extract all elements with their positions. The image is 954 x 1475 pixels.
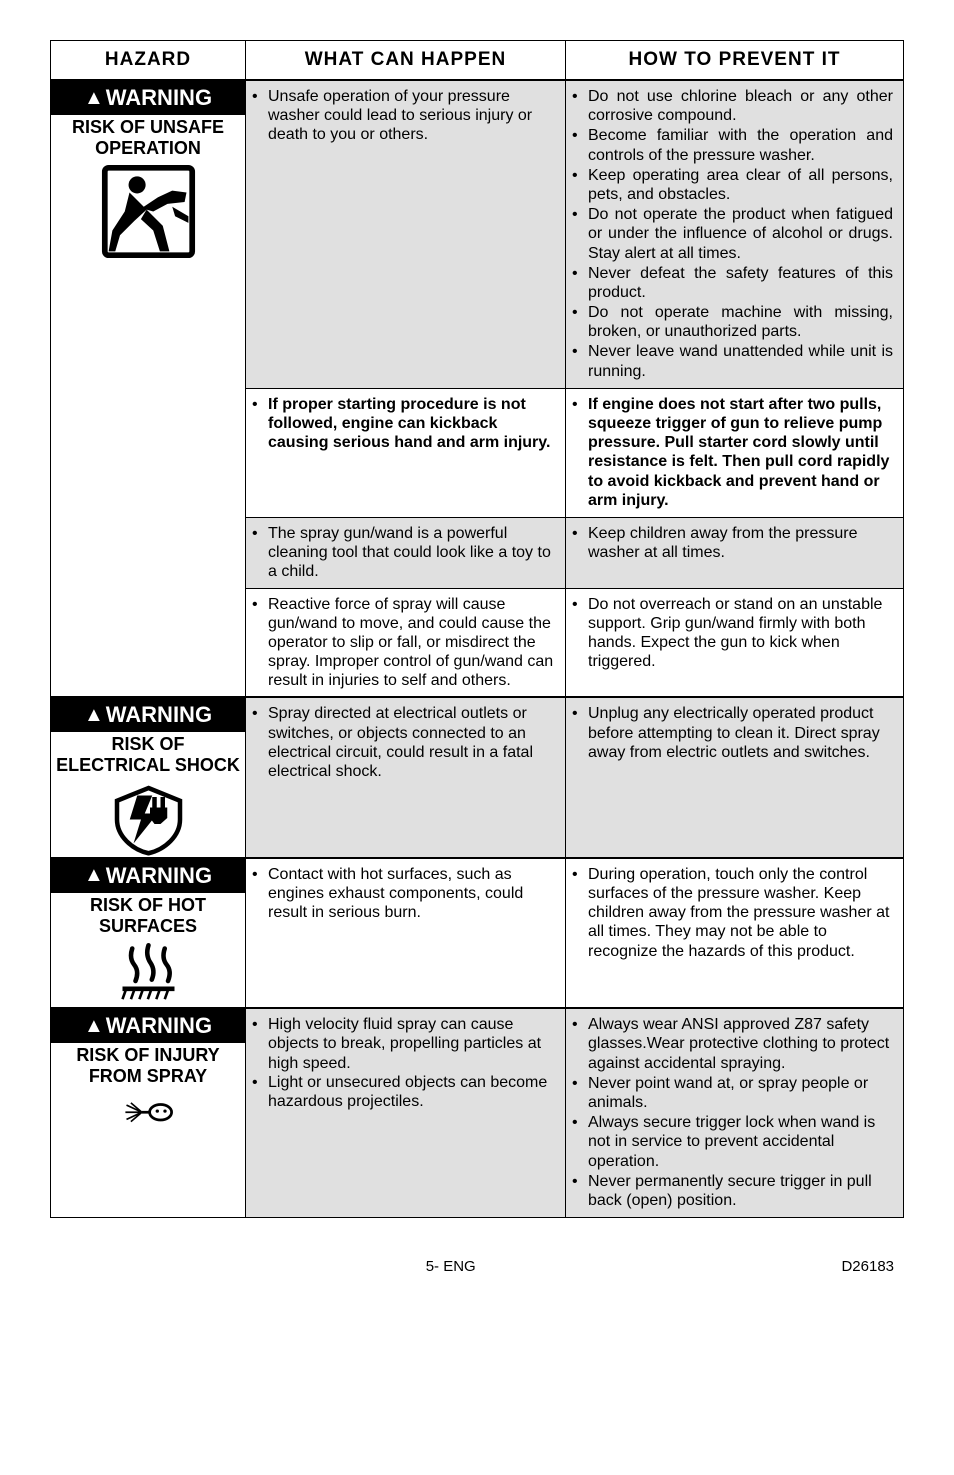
- header-hazard: HAZARD: [51, 41, 246, 79]
- unsafe-operation-icon: [101, 164, 196, 259]
- happen-cell: • The spray gun/wand is a powerful clean…: [246, 518, 566, 588]
- hazard-cell: ▲WARNING RISK OF ELECTRICAL SHOCK: [51, 698, 246, 856]
- bullet-icon: •: [252, 704, 268, 850]
- row-injury-spray: ▲WARNING RISK OF INJURY FROM SPRAY •High…: [51, 1009, 903, 1217]
- happen-cell: • Unsafe operation of your pressure wash…: [246, 81, 566, 388]
- row-hot-surfaces: ▲WARNING RISK OF HOT SURFACES • Contact …: [51, 859, 903, 1009]
- happen-cell: •High velocity fluid spray can cause obj…: [246, 1009, 566, 1217]
- hazard-cell: ▲WARNING RISK OF HOT SURFACES: [51, 859, 246, 1007]
- bullet-icon: •: [252, 87, 268, 382]
- row-electrical-shock: ▲WARNING RISK OF ELECTRICAL SHOCK • Spra…: [51, 698, 903, 858]
- warning-badge: ▲WARNING: [51, 859, 245, 893]
- risk-label: RISK OF INJURY FROM SPRAY: [51, 1043, 245, 1092]
- prevent-cell: •Always wear ANSI approved Z87 safety gl…: [566, 1009, 903, 1217]
- bullet-icon: •: [252, 865, 268, 1001]
- sub-row: • Unsafe operation of your pressure wash…: [246, 81, 903, 389]
- spray-icon: [106, 1093, 191, 1148]
- prevent-cell: •During operation, touch only the contro…: [566, 859, 903, 1007]
- happen-cell: • Contact with hot surfaces, such as eng…: [246, 859, 566, 1007]
- risk-label: RISK OF UNSAFE OPERATION: [51, 115, 245, 164]
- prevent-cell: •Keep children away from the pressure wa…: [566, 518, 903, 588]
- prevent-cell: •Do not overreach or stand on an unstabl…: [566, 589, 903, 697]
- sub-row: • Reactive force of spray will cause gun…: [246, 589, 903, 697]
- page-footer: 5- ENG D26183: [50, 1258, 904, 1275]
- safety-table: HAZARD WHAT CAN HAPPEN HOW TO PREVENT IT…: [50, 40, 904, 1218]
- electrical-shock-icon: [111, 782, 186, 857]
- content-column: • Unsafe operation of your pressure wash…: [246, 81, 903, 696]
- warning-triangle-icon: ▲: [84, 704, 104, 727]
- document-code: D26183: [841, 1258, 894, 1275]
- hazard-cell: ▲WARNING RISK OF INJURY FROM SPRAY: [51, 1009, 246, 1217]
- prevent-cell: •Do not use chlorine bleach or any other…: [566, 81, 903, 388]
- sub-row: •High velocity fluid spray can cause obj…: [246, 1009, 903, 1217]
- content-column: •High velocity fluid spray can cause obj…: [246, 1009, 903, 1217]
- sub-row: • Contact with hot surfaces, such as eng…: [246, 859, 903, 1007]
- happen-cell: • If proper starting procedure is not fo…: [246, 389, 566, 517]
- risk-label: RISK OF HOT SURFACES: [51, 893, 245, 942]
- bullet-icon: •: [252, 1073, 268, 1111]
- table-header: HAZARD WHAT CAN HAPPEN HOW TO PREVENT IT: [51, 41, 903, 81]
- warning-badge: ▲WARNING: [51, 698, 245, 732]
- sub-row: • The spray gun/wand is a powerful clean…: [246, 518, 903, 589]
- prevent-cell: •Unplug any electrically operated produc…: [566, 698, 903, 856]
- hot-surface-icon: [111, 942, 186, 1007]
- page-number: 5- ENG: [426, 1258, 476, 1275]
- bullet-icon: •: [252, 524, 268, 582]
- bullet-icon: •: [252, 395, 268, 511]
- warning-badge: ▲WARNING: [51, 81, 245, 115]
- prevent-cell: •If engine does not start after two pull…: [566, 389, 903, 517]
- sub-row: • Spray directed at electrical outlets o…: [246, 698, 903, 856]
- warning-triangle-icon: ▲: [84, 1015, 104, 1038]
- hazard-cell: ▲WARNING RISK OF UNSAFE OPERATION: [51, 81, 246, 696]
- bullet-icon: •: [252, 595, 268, 691]
- content-column: • Contact with hot surfaces, such as eng…: [246, 859, 903, 1007]
- warning-badge: ▲WARNING: [51, 1009, 245, 1043]
- header-happen: WHAT CAN HAPPEN: [246, 41, 566, 79]
- header-prevent: HOW TO PREVENT IT: [566, 41, 903, 79]
- bullet-icon: •: [252, 1015, 268, 1073]
- warning-triangle-icon: ▲: [84, 87, 104, 110]
- warning-triangle-icon: ▲: [84, 864, 104, 887]
- sub-row: • If proper starting procedure is not fo…: [246, 389, 903, 518]
- content-column: • Spray directed at electrical outlets o…: [246, 698, 903, 856]
- happen-cell: • Spray directed at electrical outlets o…: [246, 698, 566, 856]
- risk-label: RISK OF ELECTRICAL SHOCK: [51, 732, 245, 781]
- row-unsafe-operation: ▲WARNING RISK OF UNSAFE OPERATION • Unsa…: [51, 81, 903, 698]
- happen-cell: • Reactive force of spray will cause gun…: [246, 589, 566, 697]
